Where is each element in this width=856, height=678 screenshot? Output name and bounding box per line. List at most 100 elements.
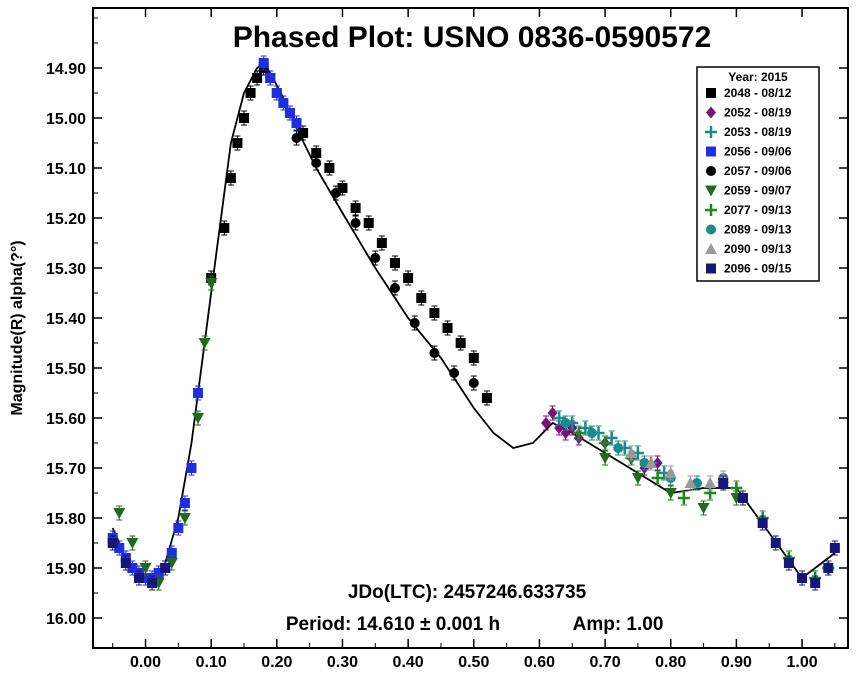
data-point (245, 88, 256, 98)
amp-annotation: Amp: 1.00 (573, 614, 664, 635)
y-tick-label: 14.90 (46, 61, 86, 78)
data-point (193, 388, 204, 398)
data-point (810, 578, 821, 588)
data-point (737, 493, 748, 503)
data-point (553, 412, 566, 424)
data-point (350, 218, 361, 228)
data-point (311, 158, 322, 168)
data-point (718, 478, 729, 488)
data-point (298, 128, 309, 138)
data-point (468, 353, 479, 363)
data-point (560, 418, 571, 428)
data-point (160, 563, 171, 573)
y-axis-label: Magnitude(R) alpha(?°) (9, 240, 26, 415)
y-tick-label: 15.30 (46, 261, 86, 278)
data-point (645, 457, 658, 468)
legend-marker (705, 126, 717, 138)
x-tick-label: 1.00 (786, 654, 817, 671)
y-tick-label: 15.40 (46, 311, 86, 328)
x-tick-label: 0.10 (196, 654, 227, 671)
data-point (311, 148, 322, 158)
data-point (429, 308, 440, 318)
data-point (403, 273, 414, 283)
data-point (416, 293, 427, 303)
x-tick-label: 0.30 (327, 654, 358, 671)
data-point (219, 223, 230, 233)
data-point (205, 278, 218, 289)
legend-entry-label: 2052 - 08/19 (724, 106, 792, 120)
data-point (770, 538, 781, 548)
legend-marker (705, 243, 717, 254)
data-point (697, 503, 710, 514)
data-point (631, 473, 644, 484)
data-point (198, 338, 211, 349)
x-tick-label: 0.90 (721, 654, 752, 671)
data-point (625, 447, 638, 458)
legend-entry-label: 2053 - 08/19 (724, 125, 792, 139)
data-point (153, 568, 164, 578)
legend-entry-label: 2096 - 09/15 (724, 262, 792, 276)
legend-entry-label: 2089 - 09/13 (724, 223, 792, 237)
data-point (140, 573, 151, 583)
y-tick-label: 15.70 (46, 461, 86, 478)
data-point (579, 422, 592, 434)
y-tick-label: 15.50 (46, 361, 86, 378)
data-point (409, 318, 420, 328)
x-tick-label: 0.60 (524, 654, 555, 671)
legend-box (696, 66, 820, 282)
data-point (120, 558, 131, 568)
data-point (165, 558, 178, 569)
data-point (783, 558, 794, 568)
legend: Year: 2015 2048 - 08/12 2052 - 08/19 2053 … (696, 66, 820, 282)
data-point (258, 58, 269, 68)
data-point (429, 348, 440, 358)
data-point (757, 518, 768, 528)
legend-marker (705, 185, 717, 197)
data-point (572, 427, 585, 439)
x-tick-label: 0.40 (393, 654, 424, 671)
data-point (107, 538, 118, 548)
data-point (481, 393, 492, 403)
x-tick-label: 0.80 (655, 654, 686, 671)
data-point (139, 563, 152, 574)
data-point (468, 378, 479, 388)
data-point (192, 413, 205, 424)
y-tick-label: 15.80 (46, 511, 86, 528)
data-point (547, 407, 558, 419)
data-point (390, 283, 400, 293)
legend-marker (706, 88, 716, 98)
data-point (330, 188, 341, 198)
data-point (677, 492, 690, 504)
y-tick-label: 15.10 (46, 161, 86, 178)
data-point (449, 368, 460, 378)
data-point (613, 443, 624, 453)
data-points-layer (107, 55, 840, 591)
data-point (133, 573, 144, 583)
data-point (252, 73, 263, 83)
data-point (442, 323, 453, 333)
legend-marker (706, 146, 716, 157)
axis-ticks: 0.00 0.10 0.20 0.30 0.40 0.50 0.60 0.70 0.80 0.90… (46, 8, 848, 671)
data-point (225, 173, 236, 183)
legend-entry-label: 2077 - 09/13 (724, 203, 792, 217)
legend-entry-label: 2059 - 09/07 (724, 184, 792, 198)
data-point (337, 183, 348, 193)
data-point (324, 163, 335, 173)
data-point (730, 482, 743, 494)
data-point (829, 543, 840, 553)
data-point (390, 258, 400, 268)
data-point (541, 417, 551, 429)
y-tick-label: 15.60 (46, 411, 86, 428)
data-point (651, 472, 664, 484)
legend-entry-label: 2056 - 09/06 (724, 145, 792, 159)
data-point (284, 108, 295, 118)
data-point (179, 498, 190, 508)
data-point (599, 453, 612, 464)
data-point (664, 488, 677, 499)
data-point (265, 73, 276, 83)
data-point (186, 463, 197, 473)
legend-entry-label: 2048 - 08/12 (724, 86, 792, 100)
data-point (147, 578, 158, 588)
data-point (166, 548, 177, 558)
